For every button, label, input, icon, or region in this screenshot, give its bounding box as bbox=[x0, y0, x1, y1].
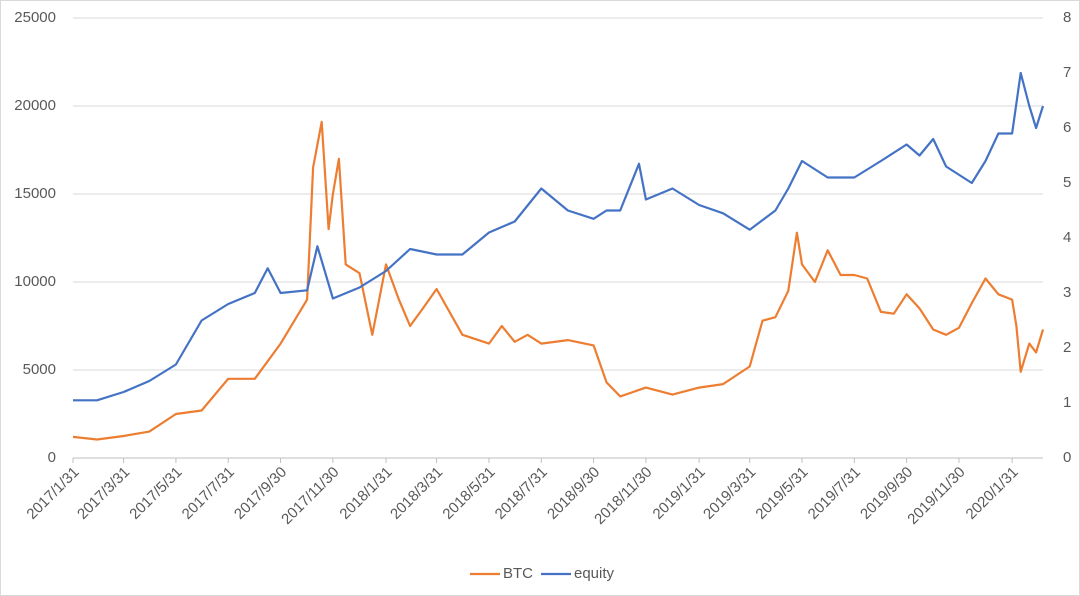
y-tick-label: 5000 bbox=[23, 361, 56, 378]
y-tick-label: 15000 bbox=[14, 185, 56, 202]
y-tick-label: 25000 bbox=[14, 9, 56, 26]
y-tick-label: 10000 bbox=[14, 273, 56, 290]
y2-tick-label: 1 bbox=[1063, 394, 1071, 411]
y-tick-label: 0 bbox=[48, 449, 56, 466]
series-line bbox=[72, 120, 1045, 441]
y2-tick-label: 8 bbox=[1063, 9, 1071, 26]
y2-tick-label: 0 bbox=[1063, 449, 1071, 466]
y-tick-label: 20000 bbox=[14, 97, 56, 114]
y2-tick-label: 6 bbox=[1063, 119, 1071, 136]
y2-tick-label: 2 bbox=[1063, 339, 1071, 356]
legend-label: equity bbox=[574, 565, 615, 582]
legend-label: BTC bbox=[503, 565, 533, 582]
y2-tick-label: 5 bbox=[1063, 174, 1071, 191]
y2-tick-label: 3 bbox=[1063, 284, 1071, 301]
y2-tick-label: 4 bbox=[1063, 229, 1071, 246]
y2-tick-label: 7 bbox=[1063, 64, 1071, 81]
series-line bbox=[73, 71, 1045, 402]
